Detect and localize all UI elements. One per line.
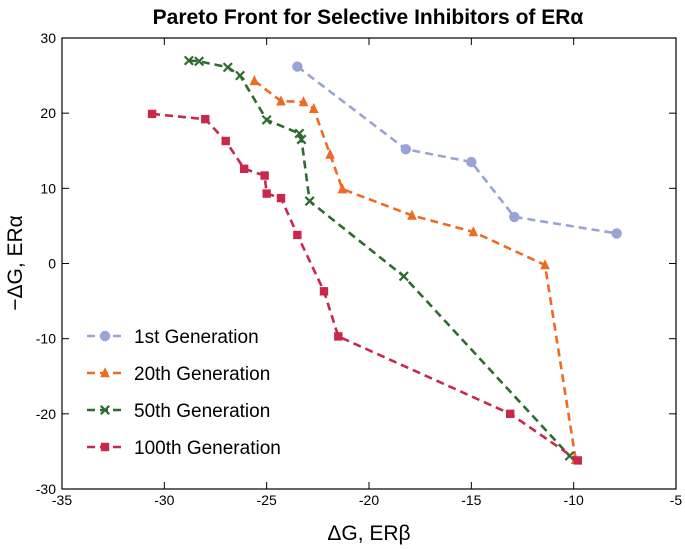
series-line (253, 79, 577, 460)
data-point (201, 114, 210, 124)
data-point (509, 211, 520, 223)
data-point (540, 259, 550, 270)
data-point (573, 456, 582, 465)
y-tick-label: -30 (36, 481, 56, 497)
legend-label: 20th Generation (134, 364, 270, 385)
chart-title: Pareto Front for Selective Inhibitors of… (153, 6, 584, 29)
data-point (260, 171, 269, 180)
data-point (294, 128, 305, 139)
data-point (407, 209, 417, 220)
data-point (334, 332, 343, 341)
y-tick-label: -10 (36, 331, 56, 347)
series-x (183, 55, 575, 461)
data-point (296, 134, 307, 145)
data-point (400, 144, 412, 155)
legend-item: 1st Generation (87, 327, 259, 348)
data-point (183, 55, 194, 66)
legend-item: 20th Generation (87, 364, 270, 385)
data-point (337, 183, 348, 194)
x-tick-label: -35 (52, 492, 72, 508)
series-triangle (249, 75, 581, 464)
data-point (398, 271, 409, 282)
data-point (611, 228, 622, 239)
data-point (319, 287, 329, 296)
x-tick-label: -20 (359, 492, 379, 508)
data-point (235, 70, 246, 81)
data-point (468, 226, 479, 237)
data-point (222, 62, 233, 73)
data-point (325, 148, 335, 159)
legend-marker (100, 405, 110, 415)
y-axis-label: −ΔG, ERα (4, 215, 27, 311)
x-tick-label: -10 (564, 492, 584, 508)
legend-marker (100, 367, 110, 378)
legend-item: 100th Generation (87, 438, 281, 459)
data-point (466, 156, 477, 168)
x-tick-label: -15 (461, 492, 481, 508)
data-point (221, 136, 230, 146)
data-point (239, 164, 249, 173)
data-point (293, 230, 302, 240)
series-circle (292, 61, 622, 239)
data-point (298, 96, 309, 107)
legend: 1st Generation 20th Generation 50th Genera… (87, 327, 281, 459)
data-point (292, 61, 303, 72)
legend-label: 100th Generation (134, 438, 281, 459)
series-lines (147, 55, 622, 465)
data-point (304, 196, 315, 207)
data-point (308, 102, 319, 113)
x-axis-label: ΔG, ERβ (327, 522, 410, 545)
series-square (147, 109, 582, 465)
y-tick-label: 0 (48, 256, 56, 272)
y-tick-label: -20 (36, 406, 56, 422)
y-tick-label: 20 (40, 105, 56, 121)
legend-label: 50th Generation (134, 401, 270, 422)
legend-label: 1st Generation (134, 327, 259, 348)
data-point (249, 75, 260, 86)
x-tick-label: -25 (257, 492, 277, 508)
data-point (261, 114, 272, 125)
data-point (276, 193, 286, 203)
data-point (276, 95, 286, 106)
data-point (506, 409, 515, 419)
series-line (188, 59, 571, 457)
legend-item: 50th Generation (87, 401, 270, 422)
data-point (147, 109, 157, 119)
plot-area (61, 37, 677, 490)
y-tick-label: 30 (40, 30, 56, 46)
data-point (194, 56, 205, 67)
y-tick-label: 10 (40, 180, 56, 196)
x-tick-label: -30 (154, 492, 174, 508)
data-point (262, 189, 271, 198)
legend-marker (99, 330, 111, 342)
x-tick-label: -5 (670, 492, 683, 508)
legend-marker (100, 442, 110, 452)
